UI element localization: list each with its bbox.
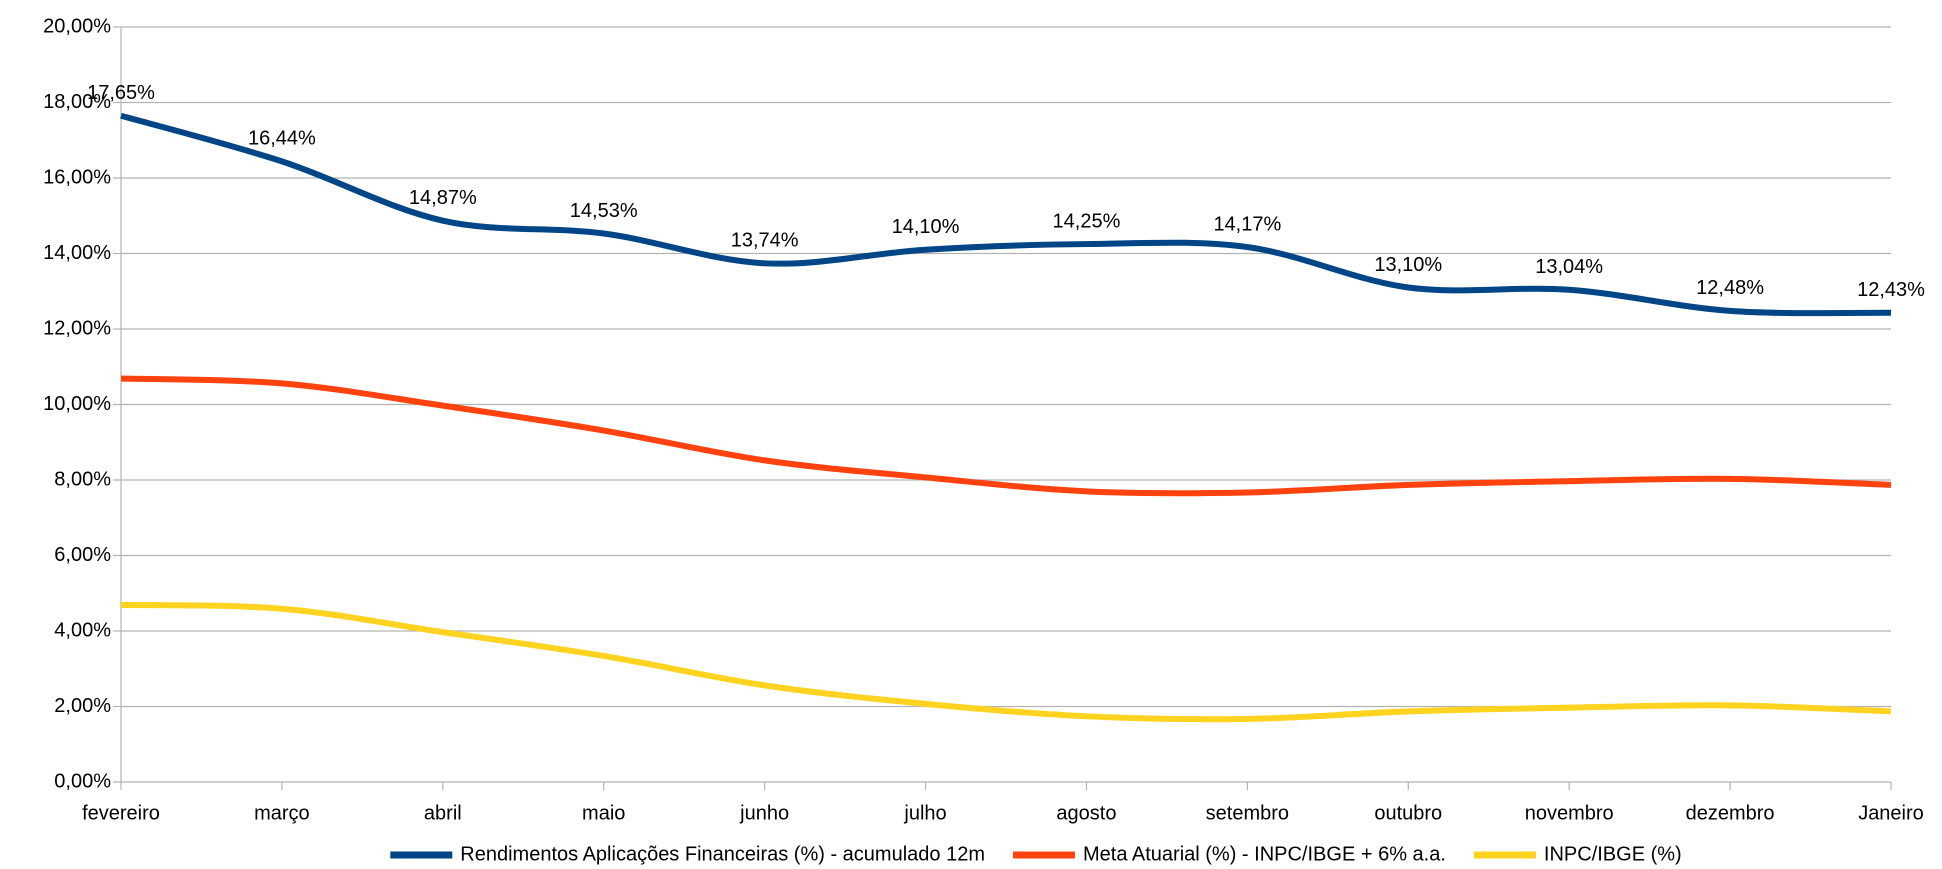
y-tick-label: 2,00%: [54, 695, 111, 717]
x-tick-label: junho: [739, 802, 789, 824]
x-tick-label: outubro: [1374, 802, 1442, 824]
x-tick-label: abril: [424, 802, 462, 824]
series-line: [120, 375, 1892, 497]
y-tick-label: 0,00%: [54, 770, 111, 792]
x-tick-label: julho: [903, 802, 946, 824]
data-label: 17,65%: [87, 82, 155, 104]
y-tick-label: 8,00%: [54, 468, 111, 490]
x-tick-label: março: [254, 802, 310, 824]
data-label: 12,43%: [1857, 279, 1925, 301]
y-tick-label: 10,00%: [43, 393, 111, 415]
data-label: 13,10%: [1374, 254, 1442, 276]
data-label: 16,44%: [248, 128, 316, 150]
y-tick-label: 14,00%: [43, 242, 111, 264]
x-tick-label: dezembro: [1686, 802, 1775, 824]
x-tick-label: Janeiro: [1858, 802, 1924, 824]
legend-label: Rendimentos Aplicações Financeiras (%) -…: [460, 843, 985, 865]
y-tick-label: 16,00%: [43, 166, 111, 188]
y-tick-label: 4,00%: [54, 619, 111, 641]
data-label: 14,17%: [1213, 213, 1281, 235]
x-tick-label: maio: [582, 802, 625, 824]
x-tick-label: setembro: [1206, 802, 1289, 824]
y-tick-label: 6,00%: [54, 544, 111, 566]
legend-label: Meta Atuarial (%) - INPC/IBGE + 6% a.a.: [1083, 843, 1446, 865]
data-label: 14,53%: [570, 200, 638, 222]
x-tick-label: novembro: [1525, 802, 1614, 824]
data-label: 14,87%: [409, 187, 477, 209]
series-line: [120, 601, 1892, 723]
series-line: [120, 112, 1892, 317]
y-tick-label: 12,00%: [43, 317, 111, 339]
data-label: 13,04%: [1535, 256, 1603, 278]
legend: Rendimentos Aplicações Financeiras (%) -…: [390, 843, 1682, 865]
y-tick-label: 18,00%: [43, 91, 111, 113]
data-label: 12,48%: [1696, 277, 1764, 299]
legend-label: INPC/IBGE (%): [1544, 843, 1682, 865]
y-tick-label: 20,00%: [43, 15, 111, 37]
data-label: 14,25%: [1053, 210, 1121, 232]
data-label: 13,74%: [731, 230, 799, 252]
x-tick-label: fevereiro: [82, 802, 160, 824]
data-label: 14,10%: [892, 216, 960, 238]
x-tick-label: agosto: [1056, 802, 1116, 824]
